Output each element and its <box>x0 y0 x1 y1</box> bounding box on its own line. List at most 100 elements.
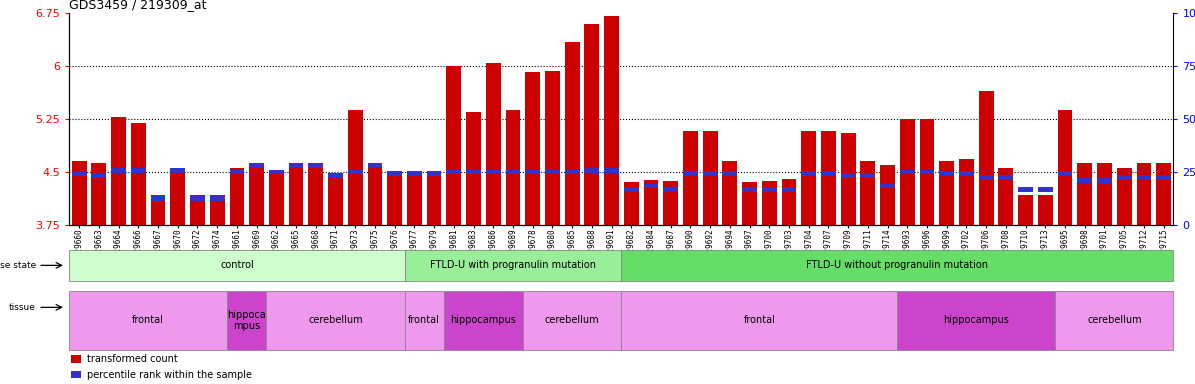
Bar <box>1157 175 1171 180</box>
Bar <box>69 291 227 350</box>
Bar <box>151 196 165 201</box>
Bar <box>939 171 954 175</box>
Bar <box>111 117 125 225</box>
Bar <box>644 184 658 188</box>
Text: frontal: frontal <box>743 315 776 326</box>
Bar <box>1117 175 1132 180</box>
Bar <box>523 291 621 350</box>
Bar <box>1097 164 1111 225</box>
Bar <box>1058 171 1072 175</box>
Bar <box>131 123 146 225</box>
Bar <box>368 162 382 167</box>
Bar <box>505 110 520 225</box>
Bar <box>960 159 974 225</box>
Bar <box>404 291 445 350</box>
Bar <box>308 164 323 169</box>
Bar <box>565 41 580 225</box>
Bar <box>348 170 362 174</box>
Bar <box>526 72 540 225</box>
Bar <box>565 170 580 174</box>
Bar <box>72 172 86 176</box>
Bar <box>447 66 461 225</box>
Bar <box>427 171 441 175</box>
Text: hippocampus: hippocampus <box>943 315 1010 326</box>
Bar <box>466 170 480 174</box>
Bar <box>329 173 343 178</box>
Text: hippocampus: hippocampus <box>451 315 516 326</box>
Bar <box>939 161 954 225</box>
Bar <box>999 168 1013 225</box>
Bar <box>920 119 934 225</box>
Bar <box>960 171 974 175</box>
Bar <box>1038 187 1053 192</box>
Bar <box>723 171 737 175</box>
Bar <box>782 187 796 192</box>
Bar <box>1136 164 1151 225</box>
Bar <box>900 119 914 225</box>
Bar <box>210 196 225 201</box>
Bar <box>782 179 796 225</box>
Text: FTLD-U with progranulin mutation: FTLD-U with progranulin mutation <box>430 260 596 270</box>
Bar <box>445 291 523 350</box>
Text: FTLD-U without progranulin mutation: FTLD-U without progranulin mutation <box>807 260 988 270</box>
Bar <box>111 168 125 173</box>
Bar <box>387 171 402 225</box>
Bar <box>1018 195 1032 225</box>
Bar <box>742 187 756 192</box>
Bar <box>210 195 225 225</box>
Bar <box>466 112 480 225</box>
Bar <box>979 91 993 225</box>
Bar <box>171 168 185 173</box>
Bar <box>684 131 698 225</box>
Bar <box>860 173 875 178</box>
Bar <box>821 131 835 225</box>
Bar <box>250 162 264 167</box>
Bar <box>979 175 993 180</box>
Bar <box>69 250 404 281</box>
Bar <box>920 170 934 174</box>
Bar <box>72 161 86 225</box>
Bar <box>72 355 81 363</box>
Bar <box>860 161 875 225</box>
Bar <box>621 250 1173 281</box>
Bar <box>289 164 304 169</box>
Text: tissue: tissue <box>10 303 36 312</box>
Bar <box>229 170 244 174</box>
Bar <box>742 182 756 225</box>
Text: control: control <box>220 260 253 270</box>
Bar <box>131 168 146 173</box>
Text: hippoca
mpus: hippoca mpus <box>227 310 266 331</box>
Bar <box>545 71 559 225</box>
Bar <box>605 168 619 173</box>
Bar <box>368 163 382 225</box>
Bar <box>881 184 895 188</box>
Bar <box>584 24 599 225</box>
Bar <box>171 169 185 225</box>
Text: disease state: disease state <box>0 261 36 270</box>
Bar <box>703 131 717 225</box>
Bar <box>526 170 540 174</box>
Bar <box>486 170 501 174</box>
Bar <box>762 187 777 192</box>
Bar <box>1157 164 1171 225</box>
Bar <box>427 171 441 225</box>
Bar <box>92 164 106 225</box>
Bar <box>1058 110 1072 225</box>
Bar <box>723 161 737 225</box>
Text: frontal: frontal <box>409 315 440 326</box>
Bar <box>266 291 404 350</box>
Bar <box>644 180 658 225</box>
Bar <box>762 181 777 225</box>
Bar <box>802 171 816 175</box>
Bar <box>407 171 422 175</box>
Bar <box>841 173 856 178</box>
Text: percentile rank within the sample: percentile rank within the sample <box>86 369 251 379</box>
Bar <box>624 182 638 225</box>
Text: cerebellum: cerebellum <box>545 315 600 326</box>
Text: cerebellum: cerebellum <box>308 315 363 326</box>
Bar <box>486 63 501 225</box>
Bar <box>289 163 304 225</box>
Bar <box>584 168 599 173</box>
Bar <box>190 196 204 201</box>
Bar <box>999 175 1013 180</box>
